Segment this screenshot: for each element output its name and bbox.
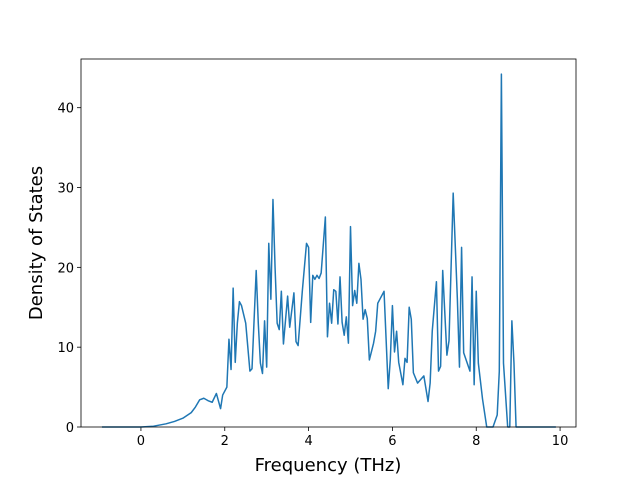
x-tick-label: 10 bbox=[552, 434, 569, 449]
x-tick-label: 6 bbox=[388, 434, 396, 449]
x-tick-label: 2 bbox=[221, 434, 229, 449]
plot-frame bbox=[80, 58, 577, 428]
x-tick-label: 4 bbox=[304, 434, 312, 449]
x-axis-label: Frequency (THz) bbox=[255, 455, 402, 476]
x-tick-label: 8 bbox=[472, 434, 480, 449]
y-tick-label: 40 bbox=[57, 102, 74, 117]
y-axis-label: Density of States bbox=[26, 166, 47, 320]
line-series bbox=[101, 73, 556, 428]
x-tick-label: 0 bbox=[137, 434, 145, 449]
y-tick-label: 10 bbox=[57, 341, 74, 356]
y-tick-label: 20 bbox=[57, 261, 74, 276]
y-tick-label: 30 bbox=[57, 182, 74, 197]
y-tick-label: 0 bbox=[66, 421, 74, 436]
